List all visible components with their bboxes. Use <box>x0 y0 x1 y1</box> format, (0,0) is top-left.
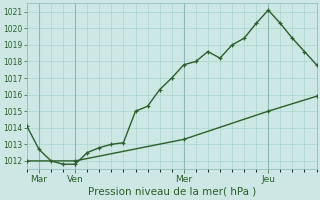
X-axis label: Pression niveau de la mer( hPa ): Pression niveau de la mer( hPa ) <box>88 187 256 197</box>
